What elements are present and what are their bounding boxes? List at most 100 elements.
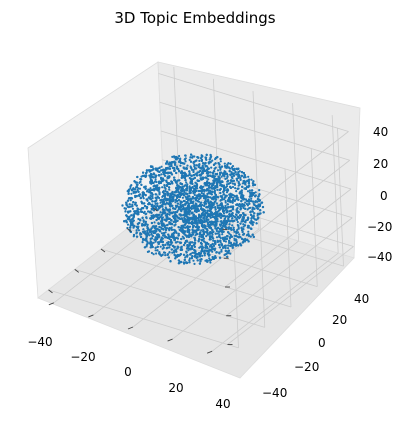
data-point (254, 195, 257, 198)
data-point (248, 202, 251, 205)
data-point (205, 249, 208, 252)
data-point (220, 250, 223, 253)
data-point (136, 209, 139, 212)
data-point (246, 238, 249, 241)
data-point (142, 219, 145, 222)
data-point (150, 241, 153, 244)
data-point (185, 166, 188, 169)
data-point (193, 237, 196, 240)
data-point (186, 200, 189, 204)
data-point (135, 204, 138, 207)
data-point (188, 259, 191, 262)
data-point (163, 251, 166, 254)
data-point (185, 181, 188, 184)
data-point (206, 232, 209, 235)
data-point (221, 233, 224, 236)
data-point (209, 249, 212, 252)
data-point (228, 170, 231, 173)
data-point (165, 227, 169, 230)
data-point (189, 202, 192, 205)
data-point (192, 231, 195, 234)
data-point (186, 164, 189, 167)
data-point (180, 176, 183, 179)
data-point (218, 233, 221, 236)
data-point (168, 243, 171, 247)
grid-line (158, 73, 349, 132)
data-point (228, 241, 231, 245)
data-point (129, 224, 132, 227)
data-point (229, 205, 232, 208)
data-point (206, 198, 210, 201)
data-point (142, 197, 145, 200)
data-point (242, 225, 245, 228)
data-point (195, 253, 198, 256)
data-point (231, 246, 234, 249)
data-point (230, 193, 233, 197)
data-point (219, 239, 222, 242)
data-point (194, 215, 197, 219)
data-point (197, 226, 200, 229)
data-point (247, 224, 250, 227)
data-point (200, 205, 203, 208)
data-point (139, 197, 142, 200)
data-point (199, 241, 203, 245)
data-point (214, 232, 217, 235)
data-point (210, 248, 213, 251)
data-point (237, 226, 240, 229)
data-point (124, 207, 127, 210)
data-point (149, 187, 152, 190)
data-point (227, 244, 230, 247)
data-point (201, 248, 204, 251)
data-point (232, 228, 235, 231)
data-point (143, 230, 146, 233)
data-point (153, 221, 156, 224)
data-point (188, 170, 191, 173)
data-point (209, 208, 212, 211)
data-point (168, 208, 172, 211)
data-point (190, 221, 193, 224)
data-point (145, 237, 148, 240)
data-point (251, 215, 254, 218)
data-point (199, 254, 202, 257)
data-point (184, 256, 187, 259)
data-point (144, 194, 147, 197)
data-point (158, 229, 161, 232)
data-point (225, 237, 228, 240)
data-point (211, 256, 214, 259)
data-point (197, 216, 200, 220)
data-point (262, 205, 265, 209)
data-point (248, 207, 251, 210)
data-point (237, 198, 240, 201)
data-point (162, 171, 165, 174)
data-point (249, 235, 252, 238)
data-point (235, 208, 238, 211)
data-point (215, 202, 218, 205)
data-point (160, 220, 163, 223)
data-point (187, 221, 191, 224)
data-point (133, 210, 136, 213)
data-point (187, 235, 190, 239)
data-point (208, 226, 211, 229)
data-point (176, 237, 179, 240)
data-point (249, 227, 252, 230)
data-point (158, 251, 161, 254)
data-point (188, 261, 191, 264)
data-point (145, 217, 148, 220)
data-point (249, 194, 252, 197)
data-point (216, 239, 219, 242)
data-point (158, 225, 161, 229)
floor-pane (37, 199, 355, 379)
data-point (191, 255, 194, 258)
data-point (192, 229, 195, 232)
data-point (246, 208, 249, 211)
data-point (204, 198, 207, 201)
data-point (174, 217, 177, 221)
data-point (174, 207, 177, 210)
grid-line (211, 252, 339, 352)
data-point (183, 243, 186, 247)
data-point (140, 235, 143, 239)
grid-line (127, 228, 318, 287)
data-point (211, 159, 214, 162)
data-point (241, 185, 244, 188)
data-point (157, 241, 160, 244)
